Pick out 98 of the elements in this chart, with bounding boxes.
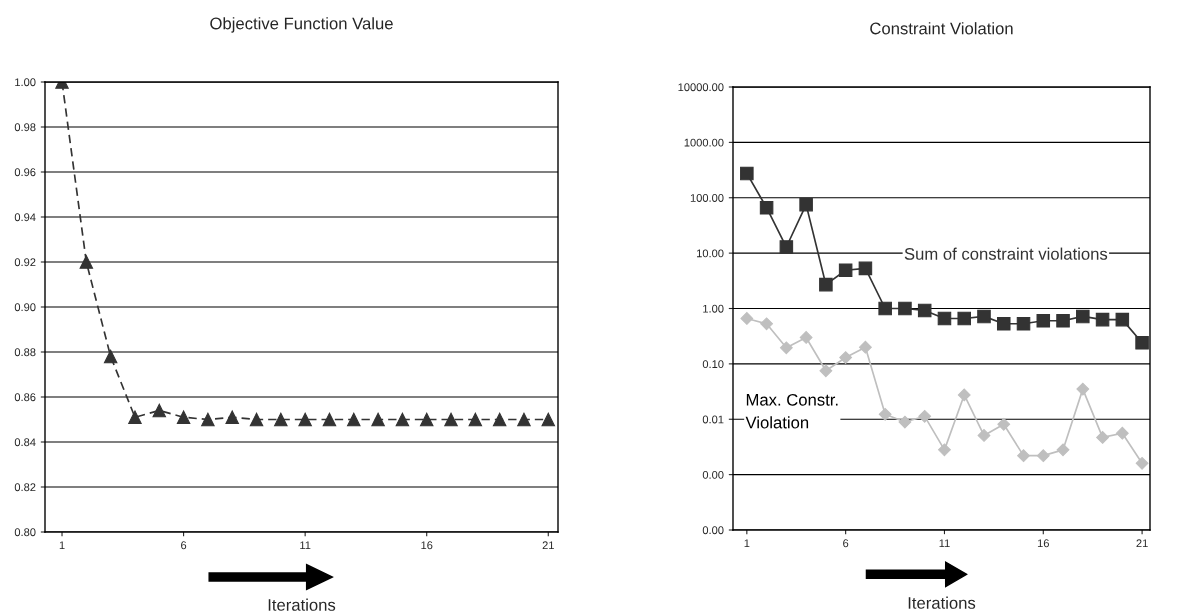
point <box>1096 430 1109 444</box>
point <box>779 341 793 355</box>
point <box>740 312 754 325</box>
x-tick-label: 16 <box>1037 539 1049 548</box>
x-tick-label: 21 <box>542 541 554 550</box>
point <box>152 403 167 418</box>
y-tick-label: 1.00 <box>703 304 724 313</box>
point <box>878 407 892 421</box>
point <box>1056 314 1070 328</box>
point <box>444 412 458 427</box>
point <box>249 412 264 427</box>
point <box>799 331 813 344</box>
point <box>977 429 991 442</box>
y-tick-label: 0.00 <box>702 526 724 535</box>
point <box>492 412 507 427</box>
chart-title: Constraint Violation <box>870 22 1013 35</box>
point <box>977 309 991 324</box>
y-tick-label: 10000.00 <box>678 83 724 92</box>
point <box>468 412 483 427</box>
point <box>103 349 118 364</box>
y-tick-label: 100.00 <box>690 194 724 202</box>
y-tick-label: 0.01 <box>702 415 724 424</box>
y-tick-label: 10.00 <box>697 249 724 258</box>
point <box>1036 314 1051 328</box>
point <box>517 412 531 427</box>
point <box>957 388 971 402</box>
point <box>322 412 337 427</box>
y-tick-label: 0.98 <box>14 123 36 132</box>
point <box>1115 426 1129 440</box>
y-tick-label: 0.90 <box>14 303 36 312</box>
point <box>839 351 853 364</box>
x-tick-label: 11 <box>939 539 950 548</box>
y-tick-label: 0.92 <box>14 258 36 267</box>
point <box>878 301 892 316</box>
point <box>1016 317 1031 331</box>
point <box>819 364 833 378</box>
y-tick-label: 0.88 <box>14 348 36 357</box>
point <box>176 410 191 425</box>
point <box>917 303 932 318</box>
y-tick-label: 1000.00 <box>684 138 724 147</box>
y-tick-label: 0.84 <box>14 438 36 447</box>
point <box>1036 449 1050 463</box>
point <box>1056 443 1070 457</box>
point <box>799 197 813 212</box>
point <box>128 410 142 425</box>
point <box>819 277 833 292</box>
x-tick-label: 6 <box>843 539 849 548</box>
point <box>79 255 94 269</box>
point <box>1135 336 1149 350</box>
point <box>918 409 932 423</box>
point <box>201 412 215 427</box>
y-tick-label: 0.94 <box>14 213 36 222</box>
y-tick-label: 0.00 <box>702 470 724 479</box>
point <box>760 317 774 331</box>
point <box>938 443 951 457</box>
x-tick-label: 11 <box>300 541 311 550</box>
point <box>779 240 794 254</box>
series-label: Sum of constraint violations <box>904 247 1108 260</box>
point <box>858 261 873 276</box>
point <box>419 412 434 427</box>
x-tick-label: 16 <box>421 541 433 550</box>
point <box>898 301 912 316</box>
point <box>1076 382 1090 396</box>
point <box>541 412 556 427</box>
y-tick-label: 1.00 <box>15 78 36 87</box>
series-label: Max. Constr. Violation <box>745 393 838 429</box>
point <box>1135 456 1149 470</box>
point <box>996 317 1011 331</box>
point <box>225 410 239 425</box>
point <box>371 412 385 427</box>
point <box>1115 312 1130 327</box>
point <box>859 340 872 354</box>
point <box>395 412 410 427</box>
point <box>838 263 853 278</box>
y-tick-label: 0.80 <box>14 528 36 537</box>
x-tick-label: 21 <box>1136 539 1148 548</box>
y-tick-label: 0.96 <box>14 168 36 177</box>
y-tick-label: 0.82 <box>14 483 36 492</box>
point <box>759 200 774 215</box>
point <box>957 311 971 326</box>
point <box>740 166 754 181</box>
point <box>1095 312 1110 327</box>
x-axis-title: Iterations <box>268 598 336 611</box>
x-tick-label: 6 <box>181 541 187 550</box>
point <box>1076 309 1090 324</box>
chart-title: Objective Function Value <box>210 17 393 33</box>
x-tick-label: 1 <box>59 541 65 550</box>
point <box>347 412 361 427</box>
point <box>1017 449 1030 463</box>
point <box>898 415 912 429</box>
point <box>937 311 952 326</box>
y-tick-label: 0.86 <box>14 393 36 402</box>
y-tick-label: 0.10 <box>702 360 724 369</box>
point <box>274 412 288 427</box>
x-tick-label: 1 <box>744 539 750 548</box>
point <box>997 417 1011 431</box>
x-axis-title: Iterations <box>908 596 976 609</box>
point <box>298 412 312 427</box>
